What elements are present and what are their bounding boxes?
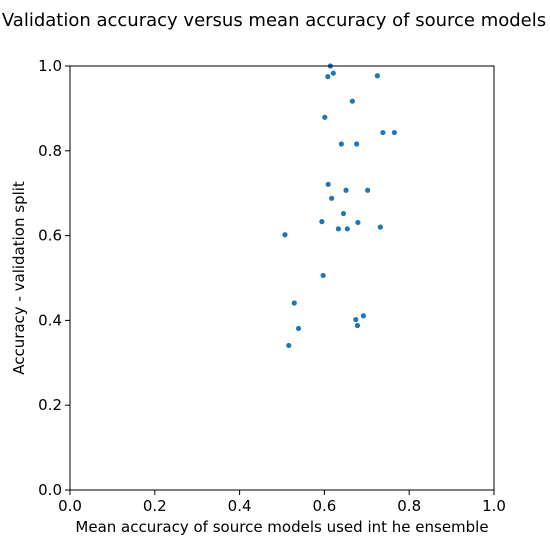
y-tick-label: 0.2 (38, 396, 62, 414)
y-tick-label: 0.0 (38, 481, 62, 499)
data-point (335, 226, 341, 232)
data-points (282, 63, 397, 349)
data-point (344, 226, 350, 232)
y-axis-label: Accuracy - validation split (10, 181, 28, 375)
data-point (365, 187, 371, 193)
y-axis-ticks: 0.0 0.2 0.4 0.6 0.8 1.0 (38, 57, 70, 499)
x-tick-label: 0.2 (143, 497, 167, 515)
data-point (349, 98, 355, 104)
x-tick-label: 1.0 (482, 497, 506, 515)
data-point (355, 219, 361, 226)
data-point (360, 313, 367, 319)
x-axis-label: Mean accuracy of source models used int … (75, 518, 488, 536)
data-point (282, 232, 288, 238)
data-point (325, 181, 331, 187)
x-tick-label: 0.6 (312, 497, 336, 515)
data-point (330, 70, 336, 76)
data-point (320, 272, 326, 279)
x-axis-ticks: 0.0 0.2 0.4 0.6 0.8 1.0 (58, 490, 506, 515)
data-point (286, 342, 292, 349)
data-point (380, 129, 386, 136)
y-tick-label: 1.0 (38, 57, 62, 75)
data-point (295, 325, 302, 332)
data-point (374, 73, 380, 79)
y-tick-label: 0.4 (38, 311, 62, 329)
data-point (329, 195, 335, 201)
y-tick-label: 0.8 (38, 142, 62, 160)
data-point (325, 74, 331, 80)
data-point (353, 316, 359, 323)
data-point (354, 141, 360, 147)
data-point (340, 210, 347, 217)
plot-frame (69, 65, 495, 491)
data-point (354, 322, 361, 329)
data-point (343, 187, 349, 193)
data-point (322, 114, 328, 120)
y-tick-label: 0.6 (38, 227, 62, 245)
x-tick-label: 0.0 (58, 497, 82, 515)
data-point (319, 219, 325, 225)
data-point (391, 129, 397, 136)
chart-title: Validation accuracy versus mean accuracy… (2, 10, 546, 31)
x-tick-label: 0.4 (228, 497, 252, 515)
data-point (291, 300, 297, 306)
x-tick-label: 0.8 (397, 497, 421, 515)
data-point (377, 224, 383, 230)
data-point (338, 141, 344, 147)
